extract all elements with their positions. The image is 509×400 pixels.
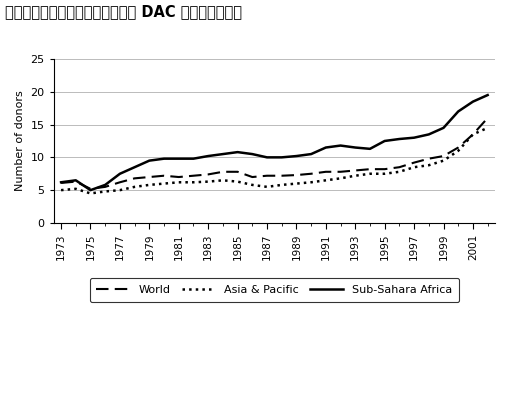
Asia & Pacific <box>454 148 460 153</box>
Sub-Sahara Africa <box>410 135 416 140</box>
Asia & Pacific <box>322 178 328 183</box>
Asia & Pacific <box>205 179 211 184</box>
Asia & Pacific <box>410 165 416 170</box>
Text: 図１：各被援助国における二国間 DAC ドナー数の平均: 図１：各被援助国における二国間 DAC ドナー数の平均 <box>5 4 242 19</box>
Line: Sub-Sahara Africa: Sub-Sahara Africa <box>61 95 487 190</box>
World <box>395 165 402 170</box>
Line: Asia & Pacific: Asia & Pacific <box>61 128 487 194</box>
World <box>293 173 299 178</box>
Asia & Pacific <box>278 182 284 187</box>
Sub-Sahara Africa <box>205 154 211 158</box>
World <box>205 172 211 177</box>
Asia & Pacific <box>381 171 387 176</box>
World <box>440 154 446 158</box>
Asia & Pacific <box>337 176 343 181</box>
World <box>322 169 328 174</box>
Asia & Pacific <box>307 180 314 185</box>
Sub-Sahara Africa <box>146 158 152 163</box>
Sub-Sahara Africa <box>58 180 64 185</box>
Sub-Sahara Africa <box>352 145 358 150</box>
World <box>278 173 284 178</box>
Sub-Sahara Africa <box>440 126 446 130</box>
Sub-Sahara Africa <box>264 155 270 160</box>
Asia & Pacific <box>469 132 475 137</box>
Asia & Pacific <box>352 173 358 178</box>
Asia & Pacific <box>366 171 372 176</box>
World <box>264 173 270 178</box>
Asia & Pacific <box>58 188 64 192</box>
Sub-Sahara Africa <box>87 188 93 192</box>
Sub-Sahara Africa <box>425 132 431 137</box>
World <box>425 156 431 161</box>
Sub-Sahara Africa <box>469 99 475 104</box>
Asia & Pacific <box>293 181 299 186</box>
Sub-Sahara Africa <box>366 146 372 151</box>
Asia & Pacific <box>161 181 167 186</box>
Sub-Sahara Africa <box>337 143 343 148</box>
Sub-Sahara Africa <box>117 171 123 176</box>
World <box>307 171 314 176</box>
World <box>102 184 108 189</box>
Sub-Sahara Africa <box>454 109 460 114</box>
World <box>234 169 240 174</box>
Sub-Sahara Africa <box>307 152 314 156</box>
World <box>146 175 152 180</box>
World <box>337 169 343 174</box>
World <box>131 176 137 181</box>
Sub-Sahara Africa <box>278 155 284 160</box>
World <box>87 186 93 191</box>
Y-axis label: Number of donors: Number of donors <box>15 90 25 191</box>
Asia & Pacific <box>234 179 240 184</box>
Sub-Sahara Africa <box>131 165 137 170</box>
Asia & Pacific <box>219 178 225 183</box>
Asia & Pacific <box>440 158 446 163</box>
Legend: World, Asia & Pacific, Sub-Sahara Africa: World, Asia & Pacific, Sub-Sahara Africa <box>90 278 458 302</box>
World <box>161 173 167 178</box>
Asia & Pacific <box>117 188 123 192</box>
Asia & Pacific <box>425 163 431 168</box>
World <box>484 116 490 120</box>
Sub-Sahara Africa <box>102 182 108 187</box>
Asia & Pacific <box>102 189 108 194</box>
World <box>469 132 475 137</box>
Asia & Pacific <box>175 180 181 185</box>
World <box>190 173 196 178</box>
Asia & Pacific <box>190 180 196 185</box>
Asia & Pacific <box>73 186 79 191</box>
World <box>410 160 416 165</box>
Sub-Sahara Africa <box>219 152 225 156</box>
World <box>73 179 79 184</box>
Asia & Pacific <box>87 191 93 196</box>
Sub-Sahara Africa <box>161 156 167 161</box>
World <box>366 167 372 172</box>
Sub-Sahara Africa <box>293 154 299 158</box>
Asia & Pacific <box>146 182 152 187</box>
Sub-Sahara Africa <box>484 93 490 98</box>
Sub-Sahara Africa <box>322 145 328 150</box>
Asia & Pacific <box>249 182 255 187</box>
Sub-Sahara Africa <box>381 138 387 143</box>
Sub-Sahara Africa <box>249 152 255 156</box>
Sub-Sahara Africa <box>73 178 79 183</box>
Asia & Pacific <box>264 184 270 189</box>
Asia & Pacific <box>131 184 137 189</box>
World <box>219 169 225 174</box>
World <box>454 145 460 150</box>
World <box>352 168 358 173</box>
Sub-Sahara Africa <box>395 136 402 141</box>
World <box>381 167 387 172</box>
Sub-Sahara Africa <box>175 156 181 161</box>
Asia & Pacific <box>484 126 490 130</box>
World <box>175 175 181 180</box>
World <box>249 175 255 180</box>
Sub-Sahara Africa <box>190 156 196 161</box>
Sub-Sahara Africa <box>234 150 240 154</box>
Asia & Pacific <box>395 169 402 174</box>
World <box>117 180 123 185</box>
Line: World: World <box>61 118 487 189</box>
World <box>58 180 64 185</box>
